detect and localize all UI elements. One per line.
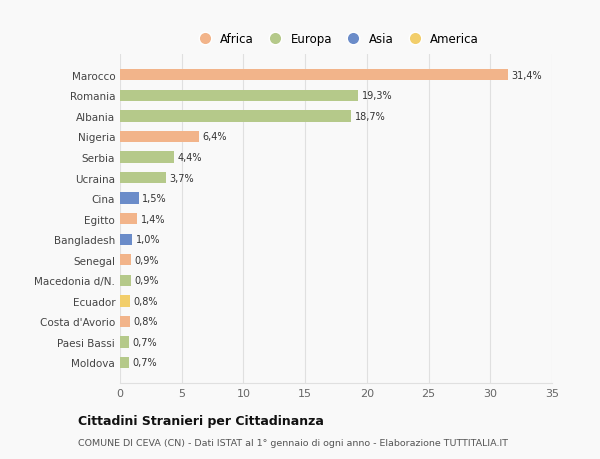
Bar [120,316,130,327]
Text: 0,8%: 0,8% [134,317,158,327]
Text: 0,7%: 0,7% [133,358,157,368]
Text: 0,9%: 0,9% [135,255,160,265]
Text: COMUNE DI CEVA (CN) - Dati ISTAT al 1° gennaio di ogni anno - Elaborazione TUTTI: COMUNE DI CEVA (CN) - Dati ISTAT al 1° g… [78,438,508,447]
Bar [120,296,130,307]
Bar [120,255,131,266]
Bar [120,336,128,348]
Bar [120,357,128,368]
Text: 0,9%: 0,9% [135,276,160,285]
Bar [120,173,166,184]
Bar [120,213,137,225]
Text: 18,7%: 18,7% [355,112,385,122]
Text: 4,4%: 4,4% [178,153,203,162]
Text: 19,3%: 19,3% [362,91,392,101]
Bar [120,111,351,122]
Bar [120,193,139,204]
Text: 1,0%: 1,0% [136,235,161,245]
Text: 0,7%: 0,7% [133,337,157,347]
Text: 1,5%: 1,5% [142,194,167,204]
Bar [120,152,175,163]
Text: Cittadini Stranieri per Cittadinanza: Cittadini Stranieri per Cittadinanza [78,414,324,428]
Text: 0,8%: 0,8% [134,296,158,306]
Text: 6,4%: 6,4% [203,132,227,142]
Legend: Africa, Europa, Asia, America: Africa, Europa, Asia, America [188,28,484,50]
Bar [120,70,508,81]
Text: 1,4%: 1,4% [141,214,166,224]
Bar [120,275,131,286]
Bar [120,132,199,143]
Text: 3,7%: 3,7% [169,173,194,183]
Bar [120,90,358,102]
Text: 31,4%: 31,4% [511,71,542,81]
Bar [120,234,133,245]
